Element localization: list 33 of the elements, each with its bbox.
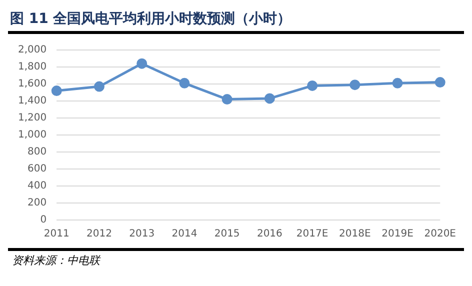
point — [179, 78, 190, 88]
y-tick-label: 1,400 — [18, 96, 47, 107]
text: 资料来源：中电联 — [11, 253, 102, 268]
x-tick-label: 2013 — [129, 228, 155, 240]
point — [94, 81, 104, 92]
point — [392, 78, 403, 88]
x-tick-label: 2019E — [382, 228, 414, 240]
point — [434, 77, 446, 88]
point — [350, 80, 360, 90]
y-tick-label: 400 — [28, 180, 47, 192]
x-tick-label: 2015 — [214, 228, 240, 240]
x-tick-label: 2016 — [256, 228, 282, 240]
y-tick-label: 1,800 — [18, 62, 47, 73]
x-tick-label: 2018E — [339, 228, 371, 240]
y-tick-label: 1,600 — [18, 78, 47, 90]
point — [222, 94, 232, 105]
y-tick-label: 1,000 — [18, 130, 47, 141]
point — [264, 93, 275, 104]
y-tick-label: 1,200 — [18, 112, 47, 124]
point — [51, 86, 62, 96]
x-tick-label: 2014 — [172, 228, 198, 240]
chart-title: 图 11 全国风电平均利用小时数预测（小时） — [9, 10, 292, 29]
x-tick-label: 2020E — [424, 228, 456, 240]
point — [136, 58, 148, 69]
x-tick-label: 2011 — [44, 228, 70, 240]
x-tick-label: 2017E — [296, 228, 328, 240]
x-tick-label: 2012 — [86, 228, 112, 240]
y-tick-label: 800 — [28, 146, 47, 158]
y-tick-label: 2,000 — [18, 44, 47, 56]
y-tick-label: 600 — [28, 164, 47, 175]
point — [307, 80, 318, 91]
y-tick-label: 200 — [28, 198, 47, 209]
y-tick-label: 0 — [40, 214, 47, 226]
